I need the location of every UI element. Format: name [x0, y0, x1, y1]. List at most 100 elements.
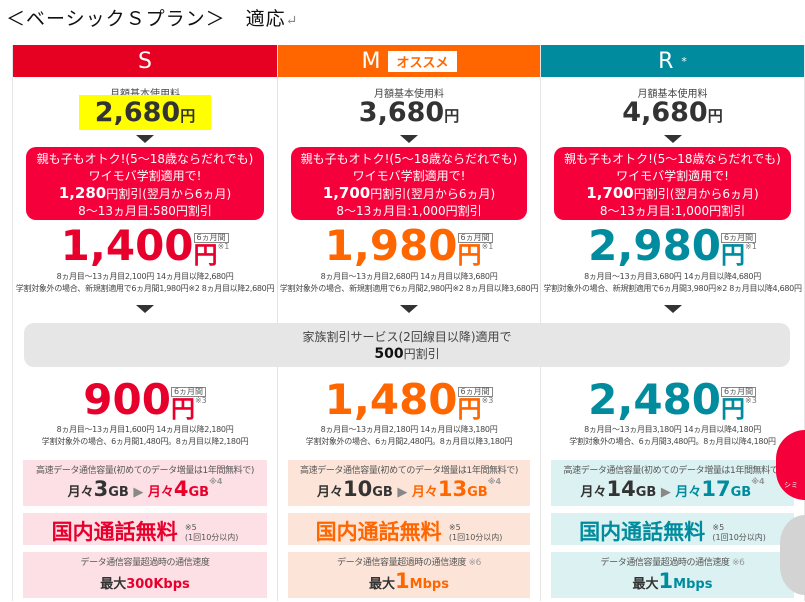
promo-line: 8〜13ヵ月目:1,000円割引: [599, 204, 746, 218]
plan-name: R: [658, 48, 674, 74]
return-mark: ↵: [285, 13, 299, 29]
promo-discount: 1,700: [322, 184, 371, 202]
free-call-box: 国内通話無料 ※5 (1回10分以内): [288, 513, 530, 545]
promo-line: 親も子もオトク!(5〜18歳ならだれでも): [300, 152, 518, 166]
data-unit: GB: [467, 485, 488, 500]
price-detail: 8ヵ月目〜13ヵ月目2,680円 14ヵ月目以降3,680円: [320, 272, 498, 281]
price-value: 1,480: [324, 375, 458, 424]
promo-discount-suffix: 円割引(翌月から6ヵ月): [370, 187, 496, 201]
data-from: 10: [342, 477, 373, 501]
price-detail: 学割対象外の場合、6ヵ月間2,480円。8ヵ月目以降3,180円: [305, 437, 513, 446]
base-fee-label: 月額基本使用料: [637, 89, 708, 100]
down-arrow-icon: [541, 305, 804, 313]
plan-header: M オススメ: [278, 45, 540, 77]
data-prefix: 月々: [411, 485, 438, 500]
document-title: ＜ベーシックＳプラン＞ 適応↵: [6, 8, 299, 30]
family-price: 2,480 6ヵ月間 円※3: [541, 375, 804, 424]
period-tag: 6ヵ月間: [457, 233, 493, 243]
price-detail: 学割対象外の場合、新規割適用で6ヵ月間1,980円※2 8ヵ月目以降2,680円: [15, 284, 275, 293]
family-price: 1,480 6ヵ月間 円※3: [278, 375, 540, 424]
arrow-right-icon: ▶: [397, 485, 408, 500]
free-call-box: 国内通話無料 ※5 (1回10分以内): [23, 513, 267, 545]
speed-prefix: 最大: [100, 577, 127, 592]
base-price-value: 4,680: [622, 97, 708, 128]
data-capacity-box: 高速データ通信容量(初めてのデータ増量は1年間無料で) 月々14GB ▶ 月々1…: [551, 460, 794, 506]
base-price-value: 3,680: [358, 97, 445, 128]
speed-label: データ通信容量超過時の通信速度: [80, 558, 210, 568]
down-arrow-icon: [13, 305, 277, 313]
footnote: ※3: [481, 396, 494, 405]
price-value: 1,980: [324, 221, 458, 270]
plan-column-r: R * 月額基本使用料 4,680円 親も子もオトク!(5〜18歳ならだれでも) …: [540, 45, 805, 601]
free-call-text: 国内通話無料: [51, 520, 178, 544]
speed-label: データ通信容量超過時の通信速度: [337, 558, 467, 568]
family-discount-banner: 家族割引サービス(2回線目以降)適用で 500円割引: [24, 323, 790, 367]
plan-name-mark: *: [681, 54, 687, 68]
arrow-right-icon: ▶: [133, 485, 144, 500]
footnote: ※6: [732, 558, 745, 568]
student-discount-box: 親も子もオトク!(5〜18歳ならだれでも) ワイモバ学割適用で! 1,700円割…: [291, 147, 527, 220]
floating-gray-button[interactable]: [780, 515, 805, 595]
data-from: 3: [93, 477, 109, 501]
price-value: 1,400: [60, 221, 194, 270]
family-price: 900 6ヵ月間 円※3: [13, 375, 277, 424]
speed-box: データ通信容量超過時の通信速度 ※6 最大1Mbps: [551, 552, 794, 598]
data-prefix: 月々: [675, 485, 702, 500]
data-capacity-box: 高速データ通信容量(初めてのデータ増量は1年間無料で) 月々3GB ▶ 月々4G…: [23, 460, 267, 506]
recommended-badge: オススメ: [388, 50, 457, 72]
plan-column-m: M オススメ 月額基本使用料 3,680円 親も子もオトク!(5〜18歳ならだれで…: [277, 45, 541, 601]
price-value: 900: [83, 375, 171, 424]
period-tag: 6ヵ月間: [721, 233, 757, 243]
data-unit: GB: [108, 485, 129, 500]
speed-value: Mbps: [673, 577, 713, 592]
floating-simulation-button[interactable]: シミ: [776, 430, 805, 500]
promo-discount-suffix: 円割引(翌月から6ヵ月): [633, 187, 759, 201]
footnote: ※1: [745, 242, 757, 251]
yen-unit: 円: [180, 107, 196, 125]
plan-header: S: [13, 45, 277, 77]
price-detail: 8ヵ月目〜13ヵ月目1,600円 14ヵ月目以降2,180円: [56, 425, 234, 434]
down-arrow-icon: [541, 135, 804, 143]
data-unit: GB: [635, 485, 657, 500]
down-arrow-icon: [13, 135, 277, 143]
base-price: 2,680円: [13, 95, 277, 130]
footnote: ※3: [745, 396, 757, 405]
speed-value-number: 1: [658, 569, 674, 593]
footnote: ※6: [468, 558, 482, 568]
period-tag: 6ヵ月間: [721, 387, 757, 397]
price-detail: 学割対象外の場合、6ヵ月間3,480円。8ヵ月目以降4,180円: [569, 437, 776, 446]
speed-value-number: 1: [395, 569, 410, 593]
base-price: 4,680円: [541, 97, 804, 128]
price-detail: 8ヵ月目〜13ヵ月目3,180円 14ヵ月目以降4,180円: [584, 425, 761, 434]
price-detail: 学割対象外の場合、新規割適用で6ヵ月間2,980円※2 8ヵ月目以降3,680円: [279, 284, 539, 293]
period-tag: 6ヵ月間: [457, 387, 493, 397]
price-detail: 8ヵ月目〜13ヵ月目3,680円 14ヵ月目以降4,680円: [584, 272, 761, 281]
price-value: 2,980: [588, 221, 722, 270]
call-limit: (1回10分以内): [712, 533, 766, 542]
data-capacity-label: 高速データ通信容量(初めてのデータ増量は1年間無料で): [300, 466, 518, 476]
family-discount-amount: 500: [374, 346, 404, 362]
promo-line: 8〜13ヵ月目:1,000円割引: [336, 204, 482, 218]
footnote: ※1: [481, 242, 494, 251]
base-price-value: 2,680: [94, 97, 181, 128]
promo-discount-suffix: 円割引(翌月から6ヵ月): [106, 187, 232, 201]
yen-unit: 円: [170, 395, 195, 423]
footnote: ※4: [751, 477, 765, 486]
data-prefix: 月々: [67, 485, 94, 500]
promo-line: 親も子もオトク!(5〜18歳ならだれでも): [36, 152, 254, 166]
data-capacity-label: 高速データ通信容量(初めてのデータ増量は1年間無料で): [36, 466, 254, 476]
free-call-text: 国内通話無料: [315, 520, 442, 544]
yen-unit: 円: [457, 241, 482, 269]
footnote: ※5: [448, 523, 461, 532]
period-tag: 6ヵ月間: [170, 387, 207, 397]
base-fee-label: 月額基本使用料: [13, 85, 277, 100]
yen-unit: 円: [707, 107, 723, 125]
yen-unit: 円: [444, 107, 460, 125]
footnote: ※1: [217, 242, 230, 251]
base-fee-label: 月額基本使用料: [374, 89, 444, 100]
promo-line: ワイモバ学割適用で!: [352, 169, 466, 183]
plan-header: R *: [541, 45, 804, 77]
call-limit: (1回10分以内): [448, 533, 503, 542]
data-to: 13: [437, 477, 468, 501]
price-value: 2,480: [588, 375, 722, 424]
